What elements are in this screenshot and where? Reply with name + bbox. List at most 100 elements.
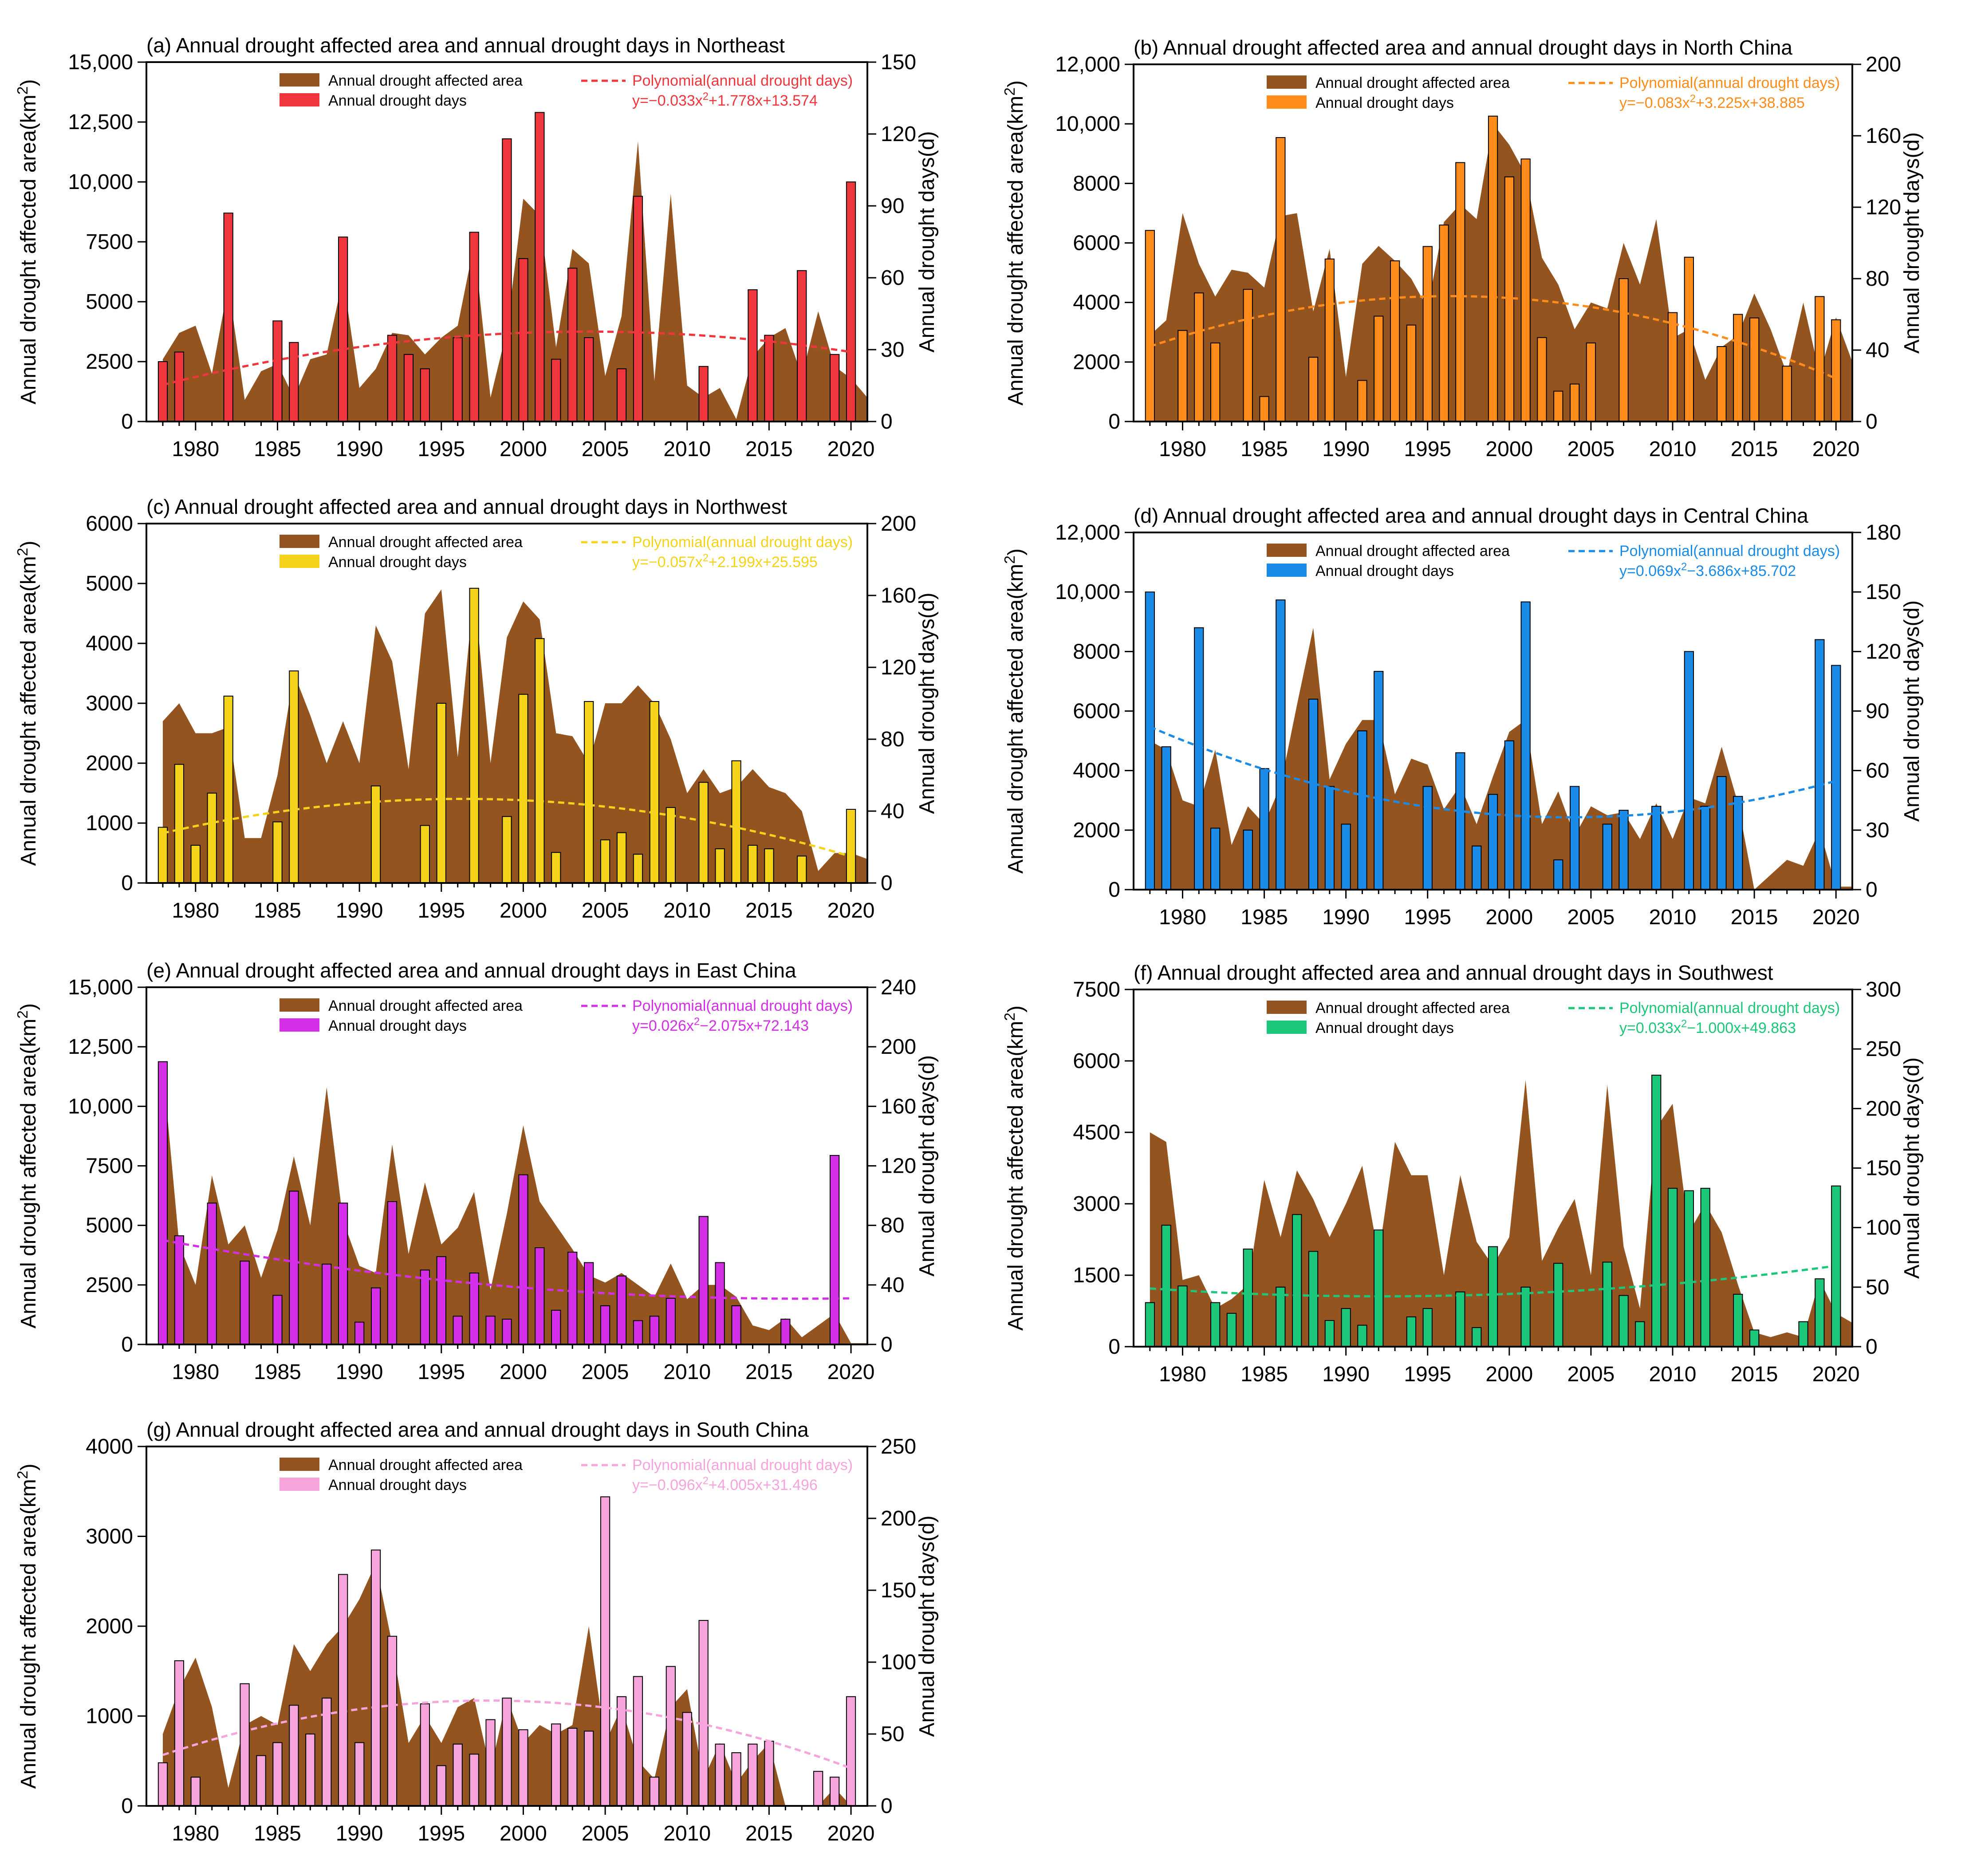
bar-1996: [453, 1743, 463, 1806]
x-tick-label: 2020: [1812, 1363, 1860, 1386]
bar-1997: [1455, 162, 1465, 422]
right-tick-label: 160: [1866, 124, 1901, 148]
right-tick-label: 150: [1866, 1157, 1901, 1180]
bar-2012: [1700, 1188, 1710, 1347]
trend-line: [162, 330, 851, 386]
legend-area-swatch: [1267, 1001, 1307, 1014]
bar-1992: [387, 1636, 398, 1806]
legend-days-swatch: [1267, 564, 1307, 577]
bar-1992: [387, 335, 398, 422]
right-tick-label: 90: [1866, 700, 1889, 723]
bar-1979: [174, 764, 185, 883]
left-tick-label: 2500: [86, 1273, 133, 1297]
panel-e: 0 2500 5000 7500 10,000 12,500 15,000 0 40 80 120 1…: [15, 959, 939, 1384]
legend-days-label: Annual drought days: [328, 554, 467, 571]
panel-title: (g) Annual drought affected area and ann…: [146, 1418, 809, 1441]
left-axis-label: Annual drought affected area(km2): [1002, 1005, 1028, 1331]
bar-1999: [502, 816, 512, 883]
bar-1982: [1210, 342, 1221, 422]
right-tick-label: 80: [1866, 267, 1889, 291]
x-tick-label: 2020: [1812, 437, 1860, 461]
bar-1999: [1488, 115, 1498, 422]
left-tick-label: 12,500: [68, 1035, 133, 1059]
bar-2020: [1831, 319, 1841, 422]
trend-equation: y=0.069x2−3.686x+85.702: [1619, 561, 1796, 580]
left-axis-label: Annual drought affected area(km2): [1002, 80, 1028, 406]
legend-area-label: Annual drought affected area: [328, 534, 523, 551]
left-tick-label: 6000: [1073, 232, 1120, 255]
right-tick-label: 40: [1866, 339, 1889, 362]
left-tick-label: 15,000: [68, 976, 133, 999]
legend-days-label: Annual drought days: [1315, 563, 1454, 579]
legend-area-swatch: [1267, 544, 1307, 557]
bar-1999: [1488, 1246, 1498, 1347]
right-tick-label: 120: [1866, 196, 1901, 219]
bar-2014: [1733, 796, 1743, 890]
bar-2001: [535, 638, 545, 883]
right-tick-label: 150: [881, 1579, 916, 1602]
bar-2006: [616, 832, 627, 883]
left-tick-label: 2000: [1073, 351, 1120, 374]
bar-2005: [600, 1305, 610, 1344]
right-tick-label: 120: [881, 1155, 916, 1178]
bar-1998: [485, 1316, 496, 1344]
legend-area-label: Annual drought affected area: [1315, 1000, 1510, 1017]
x-tick-label: 1985: [254, 1360, 301, 1384]
x-tick-label: 2015: [1731, 906, 1778, 929]
left-tick-label: 2000: [86, 752, 133, 775]
legend-days-label: Annual drought days: [1315, 95, 1454, 111]
left-tick-label: 3000: [1073, 1192, 1120, 1216]
bar-1988: [1308, 357, 1319, 422]
right-tick-label: 120: [881, 656, 916, 679]
bar-2017: [797, 855, 807, 883]
bar-1996: [1439, 225, 1449, 422]
bar-2018: [813, 1771, 823, 1806]
x-tick-label: 1995: [417, 1360, 465, 1384]
right-tick-label: 60: [881, 266, 904, 290]
bar-2004: [584, 701, 594, 883]
x-tick-label: 1985: [1240, 906, 1288, 929]
bar-1995: [436, 1765, 446, 1806]
bar-1989: [338, 236, 348, 422]
bar-1989: [1324, 786, 1335, 890]
bar-1978: [1145, 591, 1155, 890]
left-tick-label: 4500: [1073, 1121, 1120, 1144]
legend-area-swatch: [280, 1458, 319, 1471]
plot-area: [1145, 1075, 1852, 1347]
left-tick-label: 7500: [86, 230, 133, 254]
left-tick-label: 1000: [86, 1705, 133, 1728]
bar-2018: [1798, 1321, 1808, 1347]
x-tick-label: 2010: [663, 437, 711, 461]
left-tick-label: 0: [121, 871, 133, 895]
right-tick-label: 0: [1866, 1335, 1878, 1359]
trend-equation: y=−0.083x2+3.225x+38.885: [1619, 93, 1805, 112]
legend-trend-label: Polynomial(annual drought days): [632, 72, 853, 89]
left-tick-label: 4000: [86, 632, 133, 655]
left-tick-label: 0: [1108, 878, 1120, 902]
left-tick-label: 4000: [1073, 759, 1120, 783]
x-tick-label: 2005: [1567, 1363, 1615, 1386]
left-axis-label: Annual drought affected area(km2): [15, 1003, 41, 1328]
bar-1978: [158, 1762, 168, 1806]
left-tick-label: 2000: [1073, 819, 1120, 842]
bar-1999: [502, 1319, 512, 1344]
bar-2012: [715, 1743, 725, 1806]
bar-1983: [1226, 1312, 1237, 1347]
x-tick-label: 1990: [336, 1360, 383, 1384]
right-tick-label: 50: [881, 1722, 904, 1746]
right-tick-label: 40: [881, 800, 904, 823]
bar-1986: [1276, 1286, 1286, 1347]
legend-area-swatch: [280, 73, 319, 87]
bar-1997: [1455, 1291, 1465, 1347]
x-tick-label: 1995: [417, 899, 465, 922]
left-tick-label: 10,000: [68, 170, 133, 194]
bar-1981: [207, 792, 217, 883]
bar-1979: [174, 351, 185, 422]
right-tick-label: 30: [1866, 819, 1889, 842]
right-tick-label: 200: [881, 512, 916, 536]
panel-b: 0 2000 4000 6000 8000 10,000 12,000 0 40 80 120 160…: [1002, 36, 1924, 461]
bar-2001: [1520, 601, 1531, 890]
left-tick-label: 2500: [86, 350, 133, 374]
x-tick-label: 2000: [1485, 1363, 1533, 1386]
left-tick-label: 12,000: [1055, 53, 1120, 76]
